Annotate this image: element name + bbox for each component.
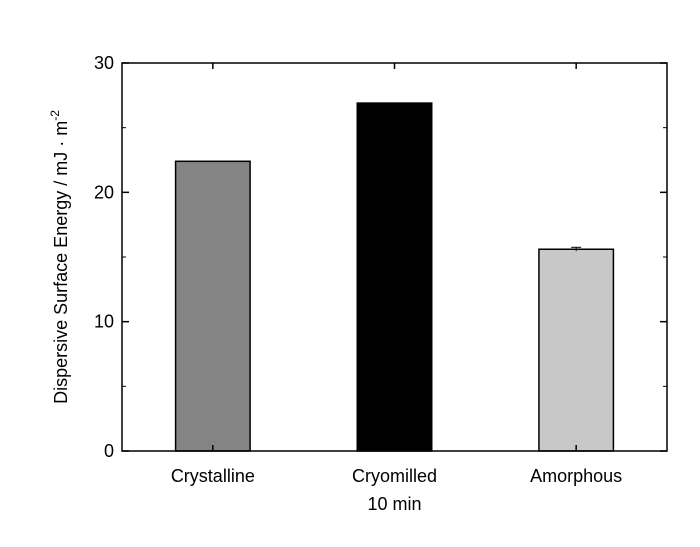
x-tick-label: Amorphous xyxy=(530,466,622,486)
y-axis-label-superscript: -2 xyxy=(48,110,62,121)
bar xyxy=(538,248,615,452)
y-tick-label: 0 xyxy=(104,441,114,461)
x-tick-label: Crystalline xyxy=(171,466,255,486)
y-axis-label-main: Dispersive Surface Energy / mJ · m xyxy=(51,121,71,404)
y-tick-label: 30 xyxy=(94,53,114,73)
x-tick-label: Cryomilled 10 min xyxy=(352,466,437,514)
y-tick-label: 10 xyxy=(94,312,114,332)
bar xyxy=(174,160,251,452)
y-tick-label: 20 xyxy=(94,182,114,202)
bar xyxy=(356,102,433,452)
y-axis-label: Dispersive Surface Energy / mJ · m-2 xyxy=(48,110,71,404)
